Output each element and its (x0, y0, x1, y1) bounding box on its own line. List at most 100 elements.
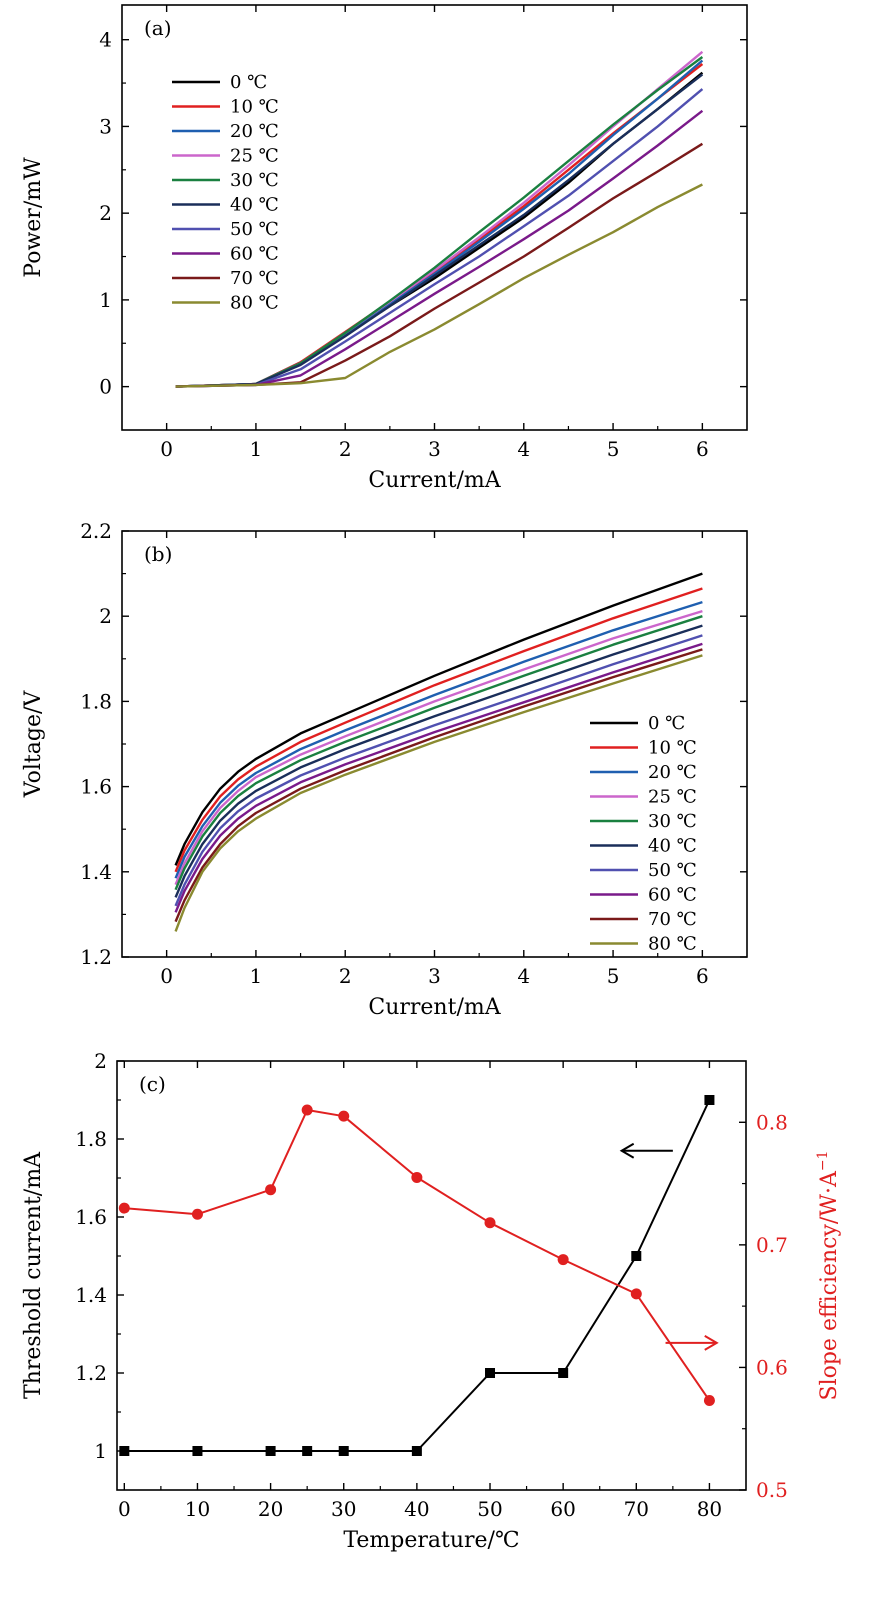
arrow-left-head (619, 1142, 635, 1159)
legend-label: 30 ℃ (648, 811, 697, 832)
series-line-60c (174, 642, 703, 913)
x-tick-label: 1 (250, 437, 263, 461)
series-line-30c (174, 615, 703, 891)
legend-label: 80 ℃ (230, 293, 279, 314)
data-point-square (192, 1446, 203, 1456)
y-tick-label: 2 (99, 604, 112, 628)
series-line-0c (174, 572, 703, 866)
legend-label: 20 ℃ (648, 762, 697, 783)
data-point-circle (411, 1171, 423, 1183)
data-point-circle (630, 1288, 642, 1300)
legend-label: 10 ℃ (648, 738, 697, 759)
y2-tick-label: 0.7 (756, 1233, 788, 1257)
x-tick-label: 5 (607, 964, 620, 988)
series-line-0 (124, 1099, 711, 1452)
y-tick-label: 2 (94, 1049, 107, 1073)
x-tick-label: 0 (160, 437, 173, 461)
y-axis-title: Threshold current/mA (21, 1151, 46, 1399)
data-point-square (631, 1251, 642, 1261)
data-point-square (302, 1446, 313, 1456)
y-tick-label: 2 (99, 201, 112, 225)
x-tick-label: 40 (404, 1497, 429, 1521)
series-line-40c (175, 73, 704, 388)
x-axis-title: Current/mA (368, 468, 501, 493)
y-tick-label: 3 (99, 114, 112, 138)
y-tick-label: 1 (99, 288, 112, 312)
x-tick-label: 3 (428, 964, 441, 988)
y-tick-label: 1.6 (80, 775, 112, 799)
data-point-square (558, 1368, 569, 1378)
plot-frame (121, 4, 748, 431)
y-tick-label: 1.6 (75, 1205, 107, 1229)
legend-label: 60 ℃ (648, 885, 697, 906)
y-tick-label: 1.2 (80, 945, 112, 969)
series-line-70c (174, 648, 703, 923)
x-tick-label: 80 (697, 1497, 722, 1521)
series-line-1 (124, 1109, 711, 1402)
y-tick-label: 0 (99, 375, 112, 399)
legend-label: 0 ℃ (230, 72, 267, 93)
series-line-50c (175, 88, 704, 388)
legend-label: 80 ℃ (648, 934, 697, 955)
data-point-circle (338, 1110, 350, 1122)
data-point-square (338, 1446, 349, 1456)
series-line-40c (174, 624, 703, 898)
series-line-60c (175, 109, 704, 388)
y-tick-label: 1.4 (80, 860, 112, 884)
data-point-circle (118, 1202, 130, 1214)
x-tick-label: 70 (624, 1497, 649, 1521)
series-line-20c (174, 600, 703, 879)
x-tick-label: 6 (696, 964, 709, 988)
panel-a-power-chart: 0 1 2 3 4 5 6 0 1 2 3 4 Current/mA Power/mW (a) 0 ℃ 10 ℃… (21, 4, 748, 493)
data-point-circle (191, 1208, 203, 1220)
y-tick-label: 1.8 (75, 1127, 107, 1151)
data-point-square (119, 1446, 130, 1456)
y2-axis-title: Slope efficiency/W·A−1 (815, 1151, 842, 1401)
y2-axis-title-text: Slope efficiency/W·A (817, 1170, 842, 1400)
y2-axis-title-superscript: −1 (815, 1151, 831, 1172)
y-tick-label: 2.2 (80, 519, 112, 543)
series-line-10c (174, 587, 703, 873)
x-tick-label: 10 (185, 1497, 210, 1521)
legend-label: 25 ℃ (648, 787, 697, 808)
legend-label: 0 ℃ (648, 713, 685, 734)
legend-label: 25 ℃ (230, 146, 279, 167)
y2-tick-label: 0.5 (756, 1478, 788, 1502)
x-axis-title: Temperature/℃ (343, 1528, 519, 1553)
plot-frame (116, 1060, 747, 1491)
panel-c-threshold-slope-chart: 0 10 20 30 40 50 60 70 80 1 1.2 1.4 1.6 1.8 2 0.5 0.6 0.7… (21, 1049, 842, 1553)
data-point-circle (265, 1184, 277, 1196)
series-line-80c (175, 183, 703, 388)
x-tick-label: 4 (517, 964, 530, 988)
legend-label: 70 ℃ (230, 268, 279, 289)
x-tick-label: 0 (160, 964, 173, 988)
y2-tick-label: 0.8 (756, 1110, 788, 1134)
x-axis-title: Current/mA (368, 995, 501, 1020)
y-axis-title: Voltage/V (21, 690, 46, 799)
x-tick-label: 60 (550, 1497, 575, 1521)
data-point-circle (557, 1254, 569, 1266)
panel-label: (c) (139, 1072, 166, 1096)
legend-label: 70 ℃ (648, 909, 697, 930)
x-tick-label: 6 (696, 437, 709, 461)
x-tick-label: 30 (331, 1497, 356, 1521)
data-point-circle (484, 1217, 496, 1229)
panel-label: (b) (144, 542, 172, 566)
legend-label: 50 ℃ (230, 219, 279, 240)
legend-label: 20 ℃ (230, 121, 279, 142)
x-tick-label: 1 (250, 964, 263, 988)
legend-label: 40 ℃ (230, 195, 279, 216)
data-point-circle (703, 1395, 715, 1407)
arrow-right-head (704, 1335, 719, 1351)
panel-b-voltage-chart: 0 1 2 3 4 5 6 1.2 1.4 1.6 1.8 2 2.2 Current/mA Voltage… (21, 519, 748, 1020)
x-tick-label: 5 (607, 437, 620, 461)
y-tick-label: 4 (99, 28, 112, 52)
legend-label: 60 ℃ (230, 244, 279, 265)
legend-label: 10 ℃ (230, 97, 279, 118)
x-tick-label: 2 (339, 964, 352, 988)
x-tick-label: 50 (477, 1497, 502, 1521)
data-point-square (411, 1446, 422, 1456)
data-point-circle (301, 1104, 313, 1116)
data-point-square (265, 1446, 276, 1456)
x-tick-label: 2 (339, 437, 352, 461)
